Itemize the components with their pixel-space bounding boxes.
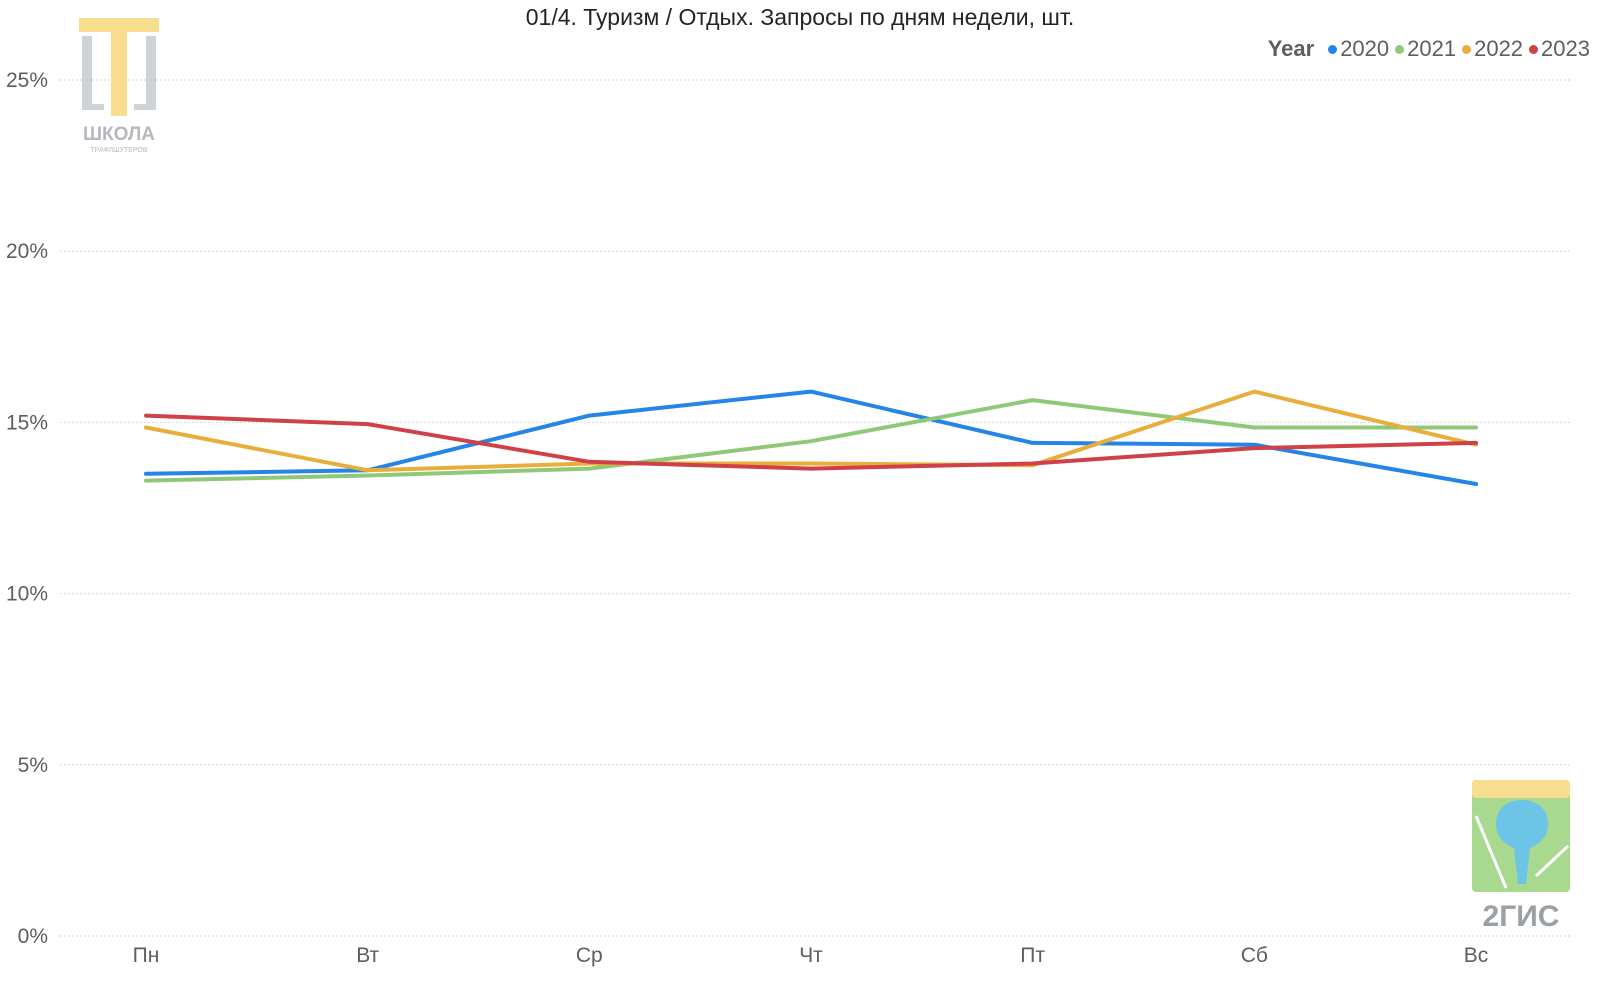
- logo-stem: [111, 32, 127, 116]
- legend-item-2020[interactable]: 2020: [1328, 36, 1389, 62]
- logo-road-1: [1474, 815, 1508, 889]
- legend-label: 2023: [1541, 36, 1590, 61]
- legend-item-2021[interactable]: 2021: [1395, 36, 1456, 62]
- legend: Year 2020 2021 2022 2023: [1268, 36, 1590, 62]
- x-tick-label: Вс: [1464, 944, 1489, 967]
- legend-label: 2020: [1340, 36, 1390, 61]
- legend-label: 2022: [1474, 36, 1524, 61]
- legend-item-2023[interactable]: 2023: [1529, 36, 1590, 62]
- y-tick-label: 15%: [6, 411, 48, 434]
- y-tick-label: 5%: [18, 754, 48, 777]
- series-line-2022[interactable]: [144, 389, 1478, 473]
- logo-left-foot: [82, 104, 104, 110]
- legend-title: Year: [1267, 36, 1315, 61]
- logo-pin: [1496, 800, 1548, 884]
- logo-brand-text: 2ГИС: [1483, 900, 1560, 933]
- logo-school-subtext: ТРАФЛШУТЕРОВ: [90, 147, 147, 154]
- x-tick-label: Пн: [133, 944, 160, 967]
- logo-bar: [79, 18, 159, 32]
- legend-label: 2021: [1407, 36, 1457, 61]
- legend-marker: [1328, 44, 1338, 54]
- x-tick-label: Вт: [356, 944, 379, 967]
- brand-logo: 2ГИС: [1466, 776, 1576, 941]
- legend-marker: [1529, 44, 1539, 54]
- chart-title: 01/4. Туризм / Отдых. Запросы по дням не…: [525, 4, 1075, 30]
- logo-top-band: [1472, 780, 1570, 798]
- logo-school-text: ШКОЛА: [83, 124, 155, 145]
- legend-marker: [1395, 44, 1405, 54]
- x-tick-label: Сб: [1241, 944, 1268, 967]
- gridlines: [60, 79, 1570, 937]
- x-tick-label: Пт: [1020, 944, 1045, 967]
- series-lines: [144, 389, 1478, 486]
- x-tick-label: Ср: [576, 944, 603, 967]
- legend-marker: [1462, 44, 1472, 54]
- y-tick-label: 10%: [6, 583, 48, 606]
- logo-road-2: [1534, 844, 1570, 878]
- logo-right-post: [146, 36, 156, 108]
- y-tick-label: 20%: [6, 240, 48, 263]
- y-tick-label: 0%: [18, 925, 48, 948]
- legend-item-2022[interactable]: 2022: [1462, 36, 1523, 62]
- y-axis-ticks: 0% 5% 10% 15% 20% 25%: [6, 69, 48, 948]
- y-tick-label: 25%: [6, 69, 48, 92]
- x-tick-label: Чт: [799, 944, 823, 967]
- series-line-2021[interactable]: [144, 398, 1478, 483]
- logo-right-foot: [134, 104, 156, 110]
- legend-items: 2020 2021 2022 2023: [1322, 36, 1590, 62]
- logo-left-post: [82, 36, 92, 108]
- school-logo: ШКОЛА ТРАФЛШУТЕРОВ: [74, 16, 164, 156]
- x-axis-ticks: Пн Вт Ср Чт Пт Сб Вс: [133, 944, 1489, 967]
- series-line-2023[interactable]: [144, 413, 1478, 471]
